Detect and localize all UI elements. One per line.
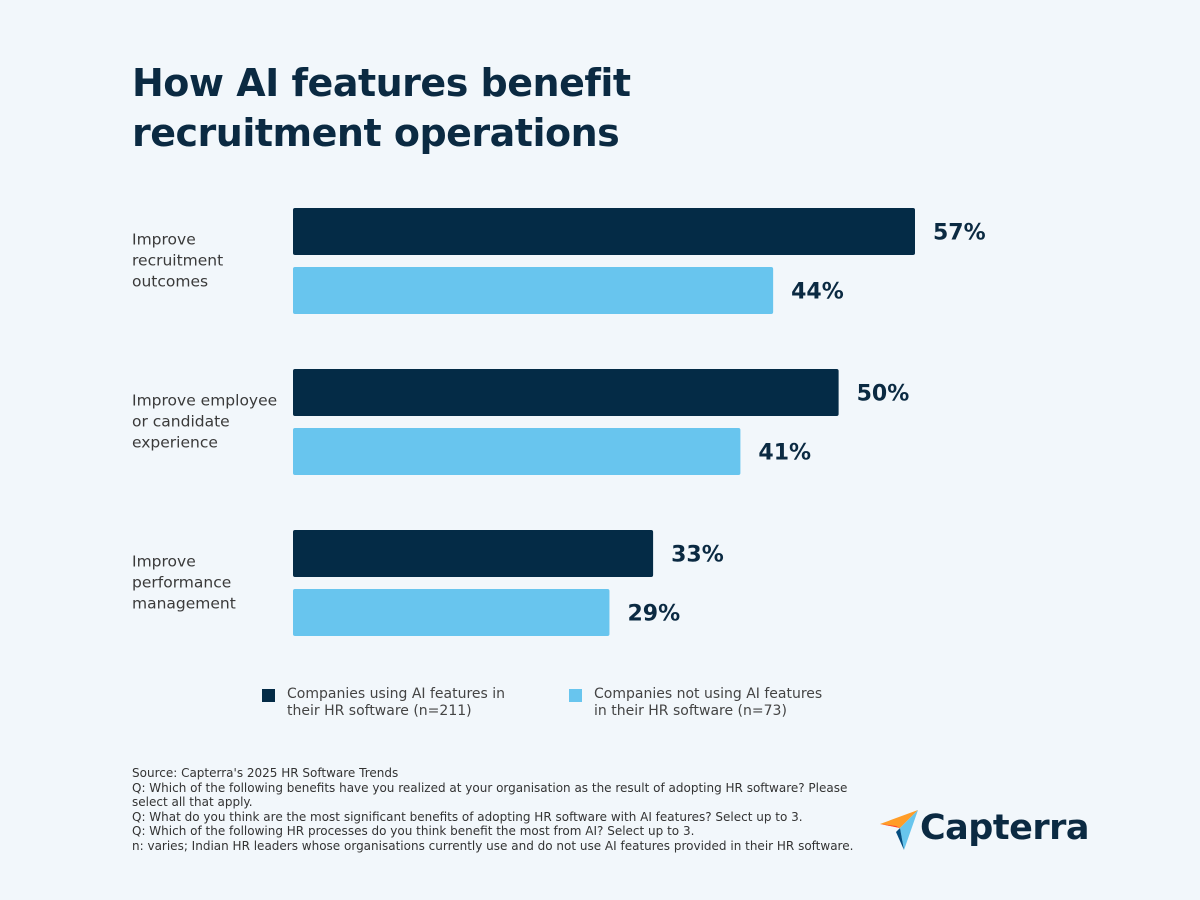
chart-title: How AI features benefit recruitment oper… xyxy=(132,61,631,155)
legend-label: Companies using AI features in their HR … xyxy=(287,686,506,719)
footnote: Source: Capterra's 2025 HR Software Tren… xyxy=(132,766,399,780)
legend-swatch xyxy=(569,689,582,702)
footnotes: Source: Capterra's 2025 HR Software Tren… xyxy=(132,766,862,853)
bar xyxy=(293,267,774,314)
value-label: 44% xyxy=(791,280,844,305)
bar xyxy=(293,530,654,577)
footnote: Q: What do you think are the most signif… xyxy=(132,809,803,824)
footnote: Q: Which of the following benefits have … xyxy=(132,780,848,810)
category-label: Improve performance management xyxy=(132,552,236,613)
bar xyxy=(293,428,741,475)
value-label: 33% xyxy=(671,543,724,568)
plot: 57% 44% 50% 41% 33% 29% xyxy=(293,208,986,636)
value-label: 57% xyxy=(933,221,986,246)
category-label: Improve employee or candidate experience xyxy=(132,391,278,452)
bar xyxy=(293,369,839,416)
legend-swatch xyxy=(262,689,275,702)
value-label: 50% xyxy=(857,382,910,407)
bar xyxy=(293,589,610,636)
legend-label: Companies not using AI features in their… xyxy=(594,686,823,719)
logo: Capterra xyxy=(920,808,1089,848)
footnote: n: varies; Indian HR leaders whose organ… xyxy=(132,838,854,853)
logo-icon xyxy=(880,810,918,850)
value-label: 41% xyxy=(758,441,811,466)
value-label: 29% xyxy=(627,602,680,627)
footnote: Q: Which of the following HR processes d… xyxy=(132,824,695,838)
bar xyxy=(293,208,915,255)
category-label: Improve recruitment outcomes xyxy=(132,230,224,291)
